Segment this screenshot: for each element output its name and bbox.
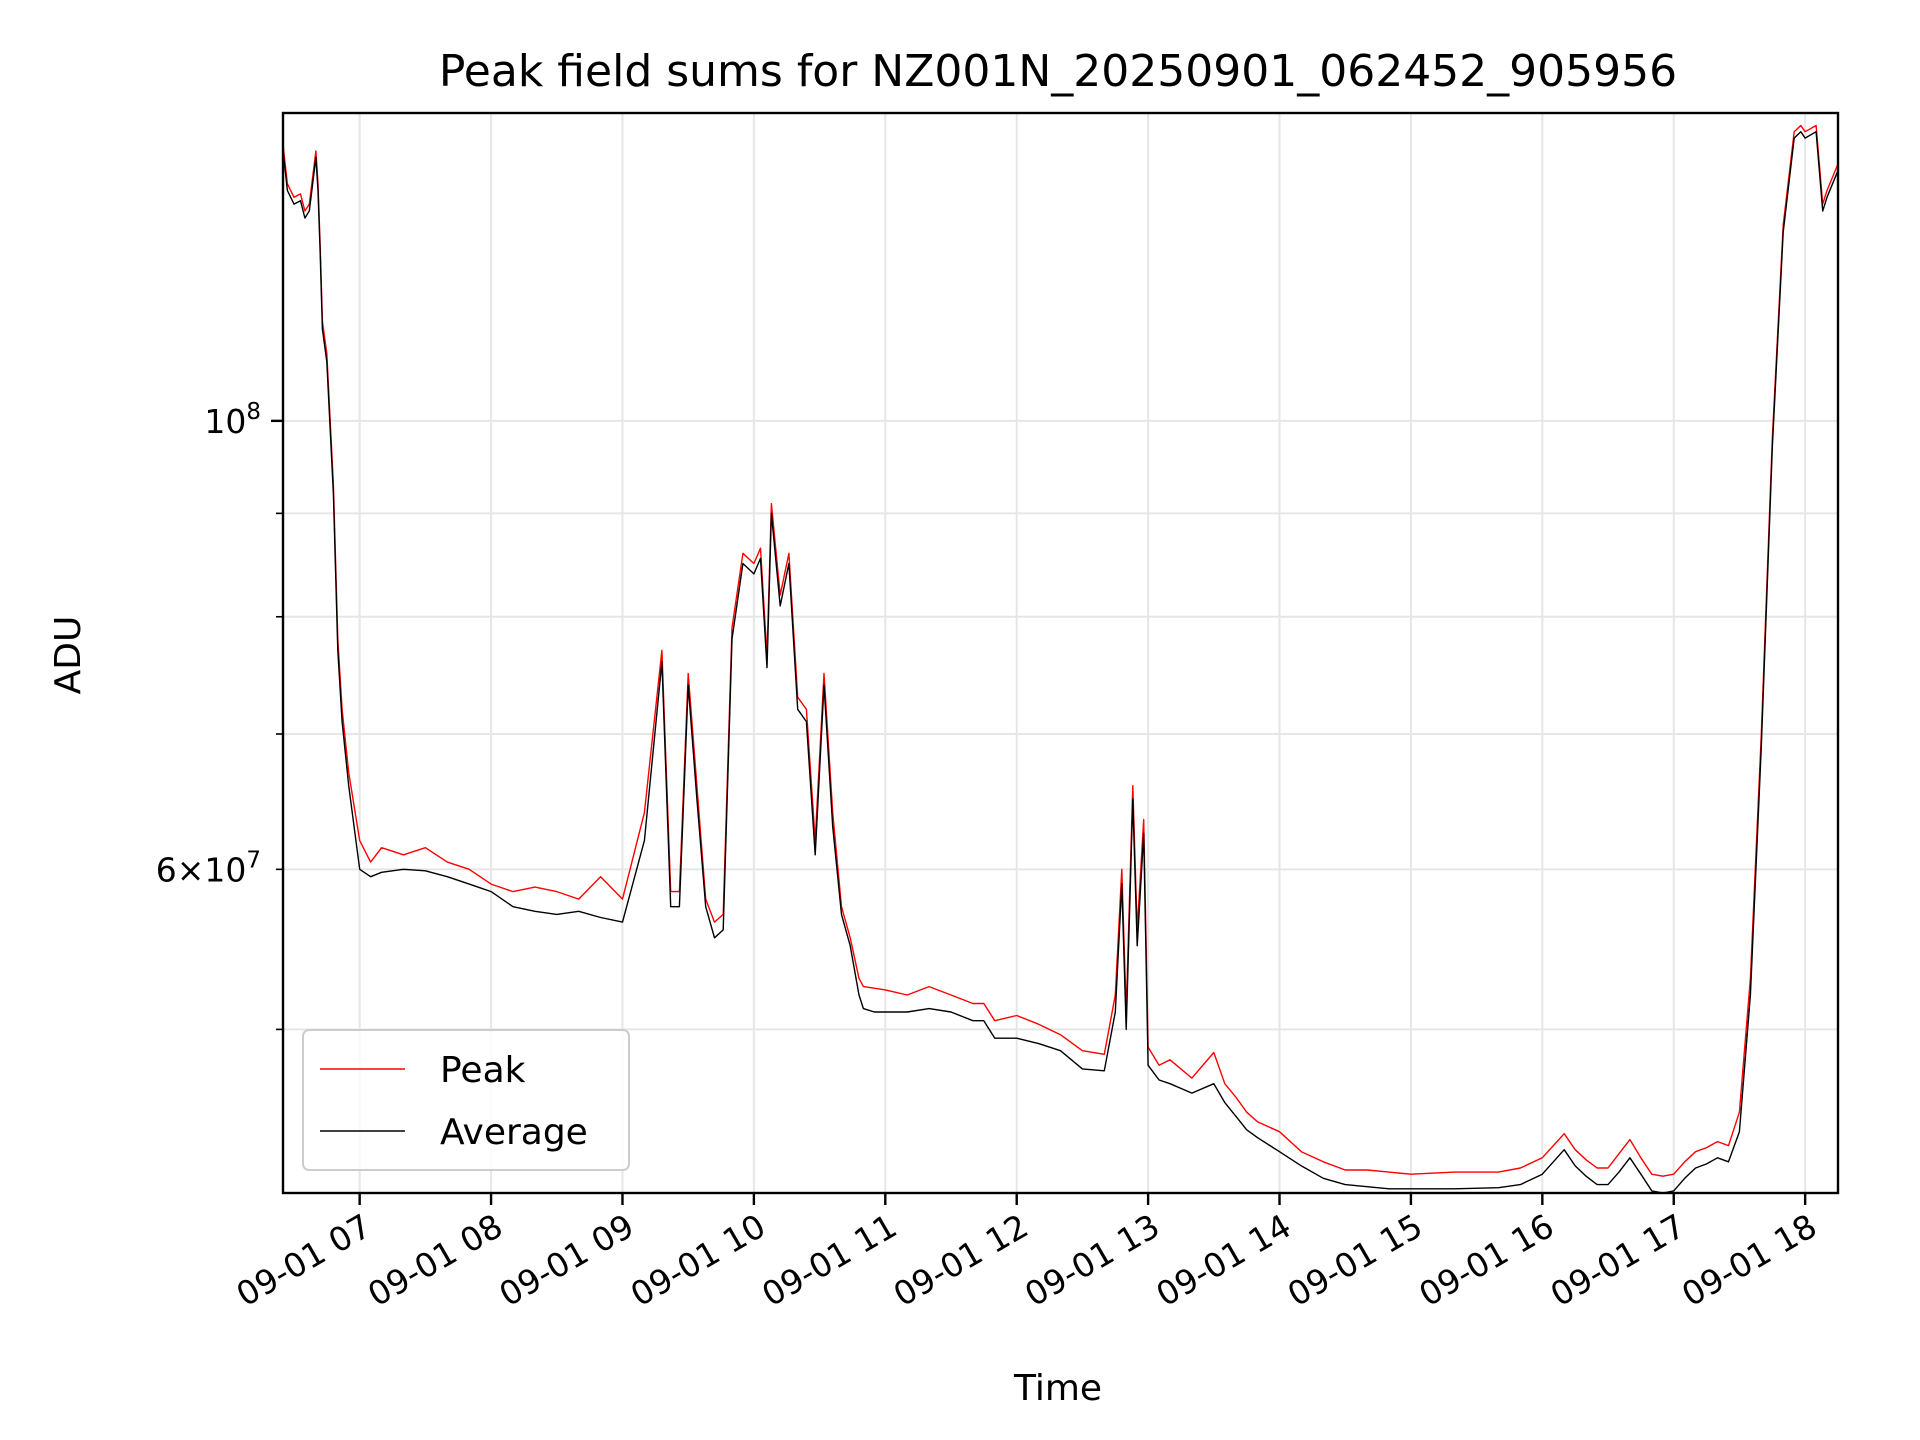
legend: Peak Average [302, 1029, 630, 1171]
legend-average-label: Average [440, 1112, 588, 1153]
legend-box [302, 1029, 630, 1171]
x-axis-label: Time [1013, 1368, 1102, 1409]
plot-area [283, 124, 1838, 1193]
legend-peak-label: Peak [440, 1050, 526, 1091]
plot-frame [281, 111, 1840, 1195]
series-line-peak [283, 124, 1838, 1177]
series-line-average [283, 130, 1838, 1193]
y-axis-label: ADU [48, 616, 89, 695]
chart-title: Peak field sums for NZ001N_20250901_0624… [439, 46, 1677, 97]
y-major-tick-label: 108 [204, 399, 261, 441]
y-minor-tick-label: 6×107 [156, 847, 261, 889]
grid-lines [283, 113, 1838, 1193]
